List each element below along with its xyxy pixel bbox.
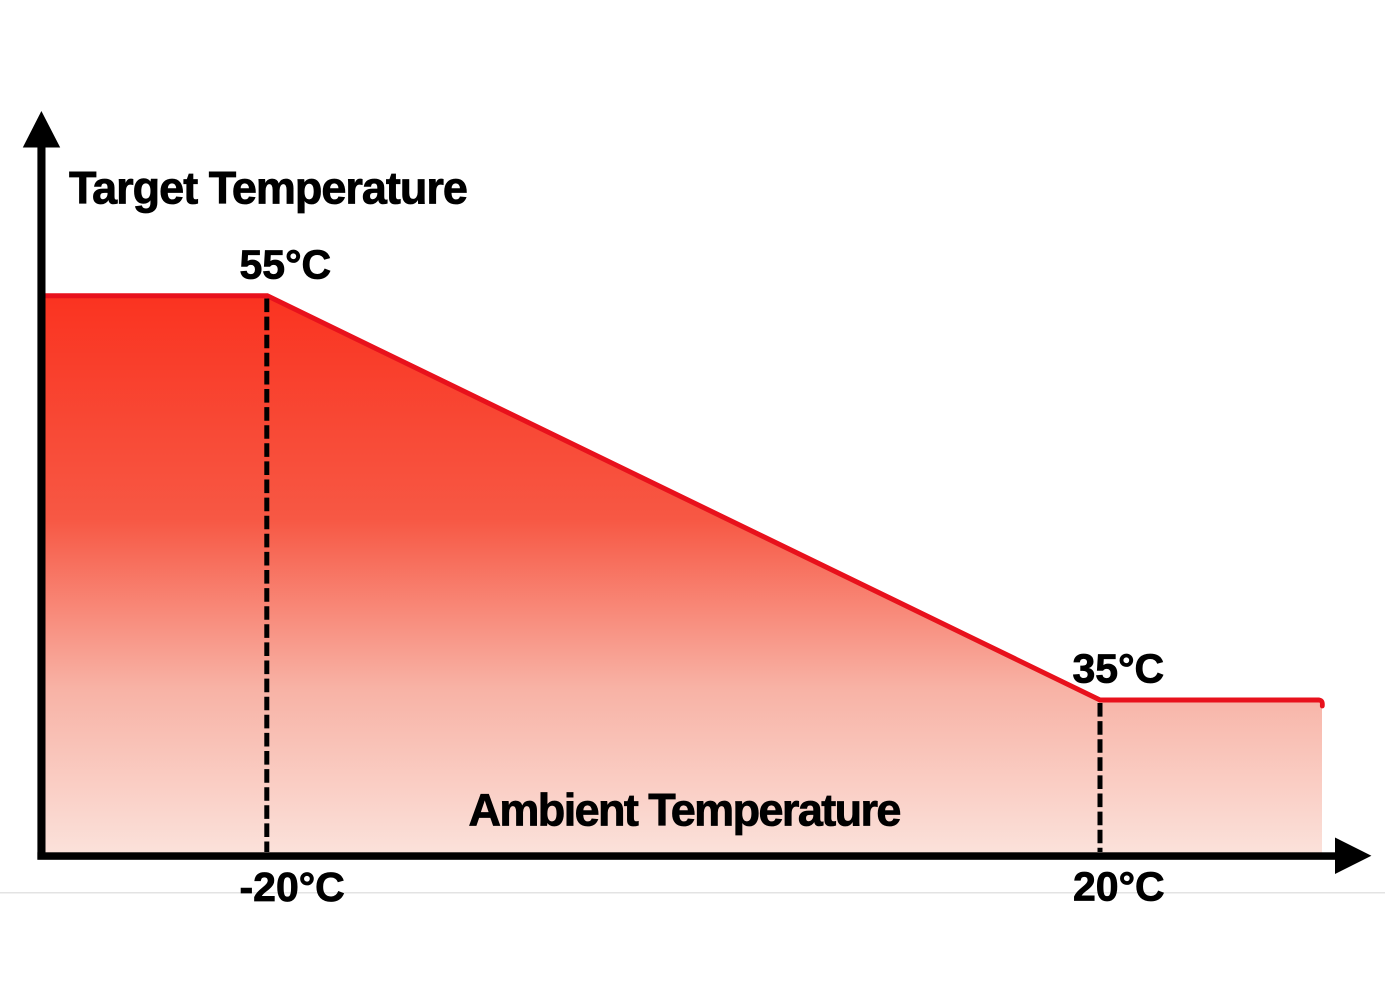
svg-text:Ambient Temperature: Ambient Temperature: [469, 784, 901, 835]
svg-text:Target Temperature: Target Temperature: [69, 163, 467, 214]
svg-text:20°C: 20°C: [1073, 863, 1165, 909]
svg-text:-20°C: -20°C: [240, 864, 345, 910]
svg-text:35°C: 35°C: [1073, 646, 1165, 692]
svg-text:55°C: 55°C: [240, 242, 332, 288]
